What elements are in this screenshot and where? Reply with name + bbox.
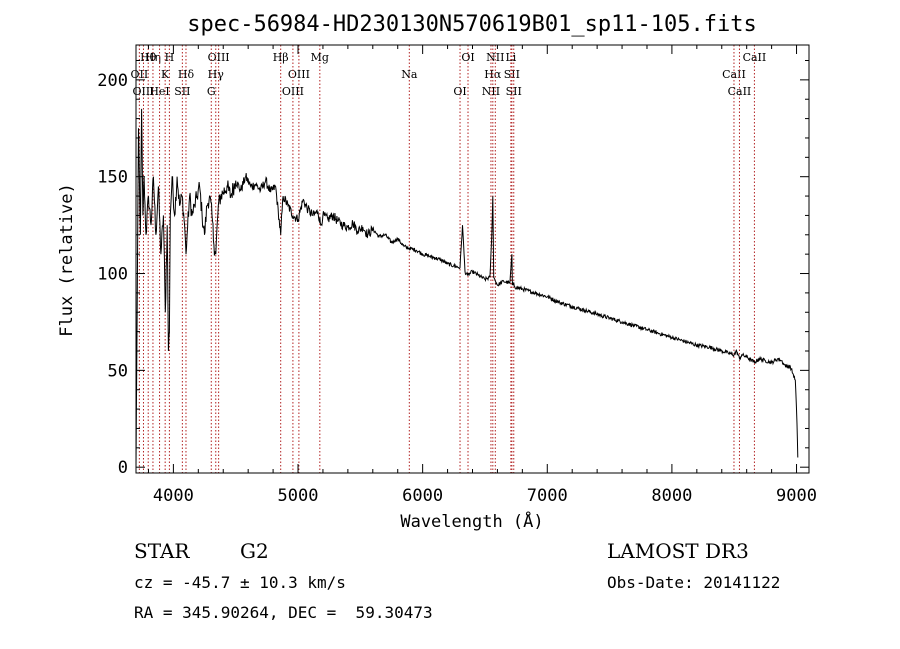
y-tick-label: 150: [97, 168, 128, 188]
marker-label: CaII: [743, 51, 767, 64]
object-subclass: G2: [240, 539, 269, 563]
marker-label: Hβ: [273, 51, 289, 64]
marker-label: Hθ: [140, 51, 157, 64]
marker-label: NII: [486, 51, 504, 64]
x-tick-label: 7000: [527, 486, 568, 506]
marker-label: Li: [505, 51, 516, 64]
x-tick-label: 9000: [776, 486, 817, 506]
observation-date: Obs-Date: 20141122: [607, 573, 781, 592]
marker-label: G: [207, 85, 216, 98]
marker-label: K: [161, 68, 170, 81]
x-tick-label: 4000: [153, 486, 194, 506]
y-axis: 0 50 100 150 200: [97, 59, 809, 478]
marker-label: CaII: [722, 68, 746, 81]
y-tick-label: 200: [97, 71, 128, 91]
marker-label: Mg: [311, 51, 329, 64]
plot-frame: [135, 44, 810, 474]
marker-label: Hγ: [208, 68, 225, 81]
marker-label: Hη: [145, 51, 161, 64]
marker-label: Hδ: [178, 68, 195, 81]
x-axis: 4000 5000 6000 7000 8000 9000: [147, 45, 817, 506]
marker-label: OIII: [282, 85, 304, 98]
x-tick-label: 5000: [278, 486, 319, 506]
marker-label: OIII: [288, 68, 310, 81]
object-class: STAR: [134, 539, 190, 563]
redshift-cz: cz = -45.7 ± 10.3 km/s: [134, 573, 346, 592]
y-tick-label: 100: [97, 265, 128, 285]
marker-label: OI: [453, 85, 466, 98]
spectrum-series: [135, 108, 799, 468]
y-tick-label: 0: [118, 458, 128, 478]
x-tick-label: 6000: [402, 486, 443, 506]
survey-name: LAMOST DR3: [607, 539, 749, 563]
y-tick-label: 50: [108, 361, 128, 381]
marker-label: CaII: [728, 85, 752, 98]
marker-label: OIII: [208, 51, 230, 64]
line-markers: HθOIIOIIIHηKHeIHHδSIIOIIIHγGHβOIIIOIIIMg…: [131, 45, 767, 473]
spectrum-line: [135, 108, 799, 468]
marker-label: HeI: [149, 85, 169, 98]
marker-label: SII: [174, 85, 190, 98]
marker-label: Hα: [484, 68, 502, 81]
chart-title: spec-56984-HD230130N570619B01_sp11-105.f…: [187, 12, 757, 37]
x-tick-label: 8000: [651, 486, 692, 506]
marker-label: NII: [482, 85, 500, 98]
x-axis-label: Wavelength (Å): [400, 510, 543, 532]
marker-label: OIII: [132, 85, 154, 98]
marker-label: SII: [506, 85, 522, 98]
marker-label: OII: [131, 68, 149, 81]
marker-label: Na: [401, 68, 418, 81]
coordinates: RA = 345.90264, DEC = 59.30473: [134, 603, 433, 622]
y-axis-label: Flux (relative): [57, 183, 77, 337]
marker-label: SII: [504, 68, 520, 81]
marker-label: OI: [461, 51, 474, 64]
marker-label: H: [165, 51, 175, 64]
